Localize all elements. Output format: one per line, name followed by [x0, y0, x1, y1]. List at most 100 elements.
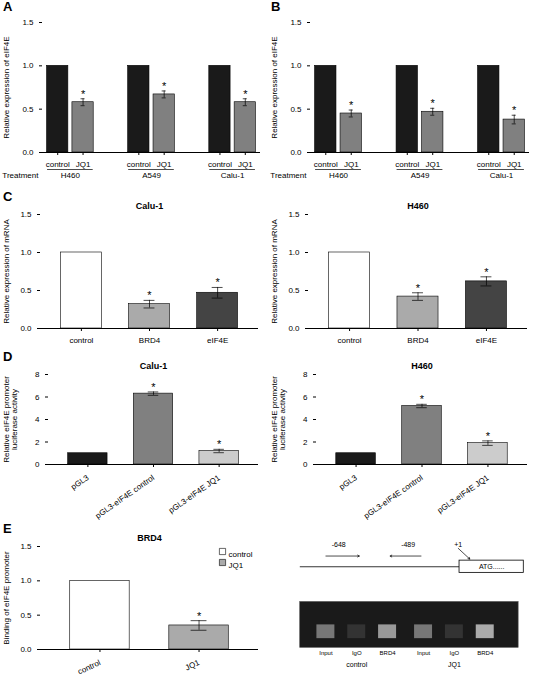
svg-text:Calu-1: Calu-1 — [136, 201, 164, 211]
svg-text:JQ1: JQ1 — [229, 561, 244, 570]
svg-text:*: * — [81, 88, 86, 100]
svg-text:Relative expression of eIF4E: Relative expression of eIF4E — [2, 36, 11, 138]
svg-text:1.5: 1.5 — [22, 18, 34, 27]
svg-text:-648: -648 — [332, 541, 346, 548]
svg-text:Treatment: Treatment — [270, 171, 307, 180]
svg-text:0.5: 0.5 — [22, 105, 34, 114]
svg-text:0.0: 0.0 — [20, 645, 32, 654]
svg-text:JQ1: JQ1 — [344, 160, 359, 169]
svg-text:BRD4: BRD4 — [137, 533, 162, 543]
svg-text:JQ1: JQ1 — [184, 658, 202, 673]
svg-text:pGL3-eIF4E control: pGL3-eIF4E control — [94, 473, 157, 521]
svg-text:*: * — [147, 289, 152, 301]
svg-text:IgO: IgO — [352, 650, 362, 656]
svg-text:*: * — [420, 393, 425, 405]
svg-text:BRD4: BRD4 — [477, 650, 494, 656]
svg-text:A549: A549 — [411, 171, 430, 180]
svg-text:pGL3-eIF4E JQ1: pGL3-eIF4E JQ1 — [436, 473, 491, 515]
svg-text:0.0: 0.0 — [22, 148, 34, 157]
svg-text:Calu-1: Calu-1 — [221, 171, 245, 180]
svg-text:control: control — [314, 160, 338, 169]
svg-text:6: 6 — [303, 393, 308, 402]
svg-text:2: 2 — [303, 438, 308, 447]
svg-text:*: * — [349, 99, 354, 111]
svg-text:BRD4: BRD4 — [407, 336, 429, 345]
svg-text:control: control — [395, 160, 419, 169]
svg-text:0.5: 0.5 — [20, 611, 32, 620]
svg-text:IgO: IgO — [450, 650, 460, 656]
svg-text:1.5: 1.5 — [20, 210, 32, 219]
svg-text:A549: A549 — [142, 171, 161, 180]
svg-text:H460: H460 — [329, 171, 349, 180]
svg-text:Relative expression of mRNA: Relative expression of mRNA — [2, 219, 11, 324]
svg-text:4: 4 — [303, 415, 308, 424]
svg-text:JQ1: JQ1 — [76, 160, 91, 169]
svg-text:-489: -489 — [401, 541, 415, 548]
svg-text:1.0: 1.0 — [288, 248, 300, 257]
svg-text:Calu-1: Calu-1 — [140, 361, 168, 371]
svg-text:*: * — [151, 381, 156, 393]
svg-text:*: * — [486, 430, 491, 442]
svg-text:pGL3: pGL3 — [69, 473, 91, 492]
svg-text:BRD4: BRD4 — [139, 336, 161, 345]
svg-text:control: control — [229, 550, 253, 559]
svg-text:H460: H460 — [411, 361, 433, 371]
svg-text:JQ1: JQ1 — [507, 160, 522, 169]
svg-text:1.5: 1.5 — [288, 210, 300, 219]
svg-text:1.0: 1.0 — [22, 61, 34, 70]
svg-text:*: * — [162, 80, 167, 92]
svg-text:0.0: 0.0 — [20, 324, 32, 333]
svg-text:pGL3-eIF4E control: pGL3-eIF4E control — [362, 473, 425, 521]
svg-text:*: * — [416, 282, 421, 294]
svg-text:1.0: 1.0 — [20, 576, 32, 585]
svg-text:0.0: 0.0 — [290, 148, 302, 157]
svg-text:ATG......: ATG...... — [479, 563, 505, 570]
svg-text:1.5: 1.5 — [290, 18, 302, 27]
svg-text:control: control — [69, 336, 93, 345]
svg-text:4: 4 — [35, 415, 40, 424]
svg-text:1.0: 1.0 — [290, 61, 302, 70]
svg-text:1.5: 1.5 — [20, 542, 32, 551]
svg-text:*: * — [484, 266, 489, 278]
svg-text:JQ1: JQ1 — [238, 160, 253, 169]
svg-text:eIF4E: eIF4E — [476, 336, 497, 345]
svg-text:Input: Input — [319, 650, 333, 656]
svg-text:control: control — [346, 661, 367, 668]
svg-text:*: * — [197, 610, 202, 622]
svg-text:*: * — [215, 276, 220, 288]
svg-text:Calu-1: Calu-1 — [490, 171, 514, 180]
svg-text:0.5: 0.5 — [288, 286, 300, 295]
svg-text:0.0: 0.0 — [288, 324, 300, 333]
svg-text:8: 8 — [303, 370, 308, 379]
svg-text:*: * — [512, 104, 517, 116]
svg-text:H460: H460 — [407, 201, 429, 211]
svg-text:+1: +1 — [454, 541, 462, 548]
svg-text:BRD4: BRD4 — [380, 650, 397, 656]
svg-text:H460: H460 — [61, 171, 81, 180]
svg-text:*: * — [217, 438, 222, 450]
svg-text:control: control — [338, 336, 362, 345]
svg-text:JQ1: JQ1 — [157, 160, 172, 169]
svg-text:Relative expression of eIF4E: Relative expression of eIF4E — [270, 36, 279, 138]
svg-text:0.5: 0.5 — [290, 105, 302, 114]
svg-text:JQ1: JQ1 — [425, 160, 440, 169]
svg-text:eIF4E: eIF4E — [207, 336, 228, 345]
svg-text:pGL3-eIF4E JQ1: pGL3-eIF4E JQ1 — [167, 473, 222, 515]
svg-text:Binding of eIF4E promoter: Binding of eIF4E promoter — [2, 551, 11, 645]
svg-text:2: 2 — [35, 438, 40, 447]
svg-text:8: 8 — [35, 370, 40, 379]
svg-text:0: 0 — [35, 460, 40, 469]
svg-text:0.5: 0.5 — [20, 286, 32, 295]
svg-text:pGL3: pGL3 — [337, 473, 359, 492]
svg-text:Treatment: Treatment — [2, 171, 39, 180]
svg-text:Input: Input — [417, 650, 431, 656]
svg-text:control: control — [208, 160, 232, 169]
svg-text:Relative eIF4E promoterlucifer: Relative eIF4E promoterluciferase activi… — [2, 376, 19, 463]
svg-text:control: control — [76, 658, 102, 676]
svg-text:Relative eIF4E promoterlucifer: Relative eIF4E promoterluciferase activi… — [270, 376, 287, 463]
svg-text:control: control — [46, 160, 70, 169]
svg-text:control: control — [127, 160, 151, 169]
svg-text:JQ1: JQ1 — [448, 661, 461, 669]
svg-text:1.0: 1.0 — [20, 248, 32, 257]
svg-text:control: control — [477, 160, 501, 169]
